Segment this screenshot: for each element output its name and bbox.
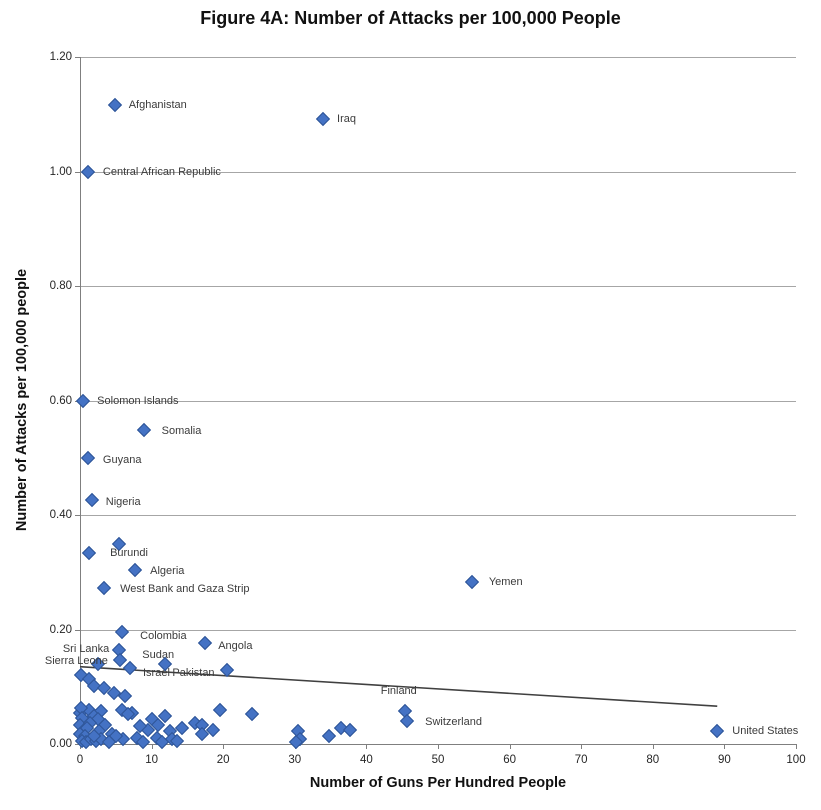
country-label: Burundi (110, 547, 148, 560)
y-tick-mark (75, 57, 80, 58)
data-point-somalia (136, 422, 151, 437)
country-label: United States (732, 725, 799, 738)
country-label: Sudan (142, 649, 175, 662)
country-label: Afghanistan (128, 99, 187, 112)
country-label: Colombia (140, 630, 187, 643)
x-tick-mark (652, 744, 654, 749)
y-tick-label: 0.00 (49, 738, 72, 750)
x-tick-mark (796, 744, 797, 749)
x-tick-mark (366, 744, 368, 749)
country-label: Sri Lanka (62, 642, 110, 655)
y-tick-label: 0.60 (49, 394, 72, 407)
data-point-iraq (316, 111, 331, 126)
data-point-algeria (128, 562, 143, 578)
data-point-solomon-islands (75, 393, 90, 408)
country-label: Switzerland (425, 716, 482, 729)
y-tick-label: 0.80 (49, 280, 72, 292)
gridline (80, 171, 796, 173)
y-tick-mark (75, 171, 80, 173)
data-point (322, 728, 337, 744)
country-label: Algeria (150, 564, 185, 577)
country-label: Yemen (488, 575, 523, 588)
x-axis-title: Number of Guns Per Hundred People (309, 775, 567, 791)
data-point (244, 707, 259, 722)
data-point-israel (123, 660, 138, 675)
country-label: Nigeria (105, 495, 141, 508)
country-label: Somalia (161, 425, 202, 438)
data-point-central-african-republic (80, 164, 95, 179)
x-tick-label: 20 (216, 754, 230, 766)
country-label: Sierra Leone (44, 654, 108, 667)
data-point (213, 702, 228, 717)
gridline (80, 629, 796, 631)
x-tick-label: 30 (288, 754, 302, 766)
data-point (219, 662, 234, 677)
data-point-yemen (464, 574, 479, 590)
gridline (80, 515, 796, 516)
x-tick-mark (509, 744, 511, 749)
data-point (118, 688, 133, 703)
y-tick-label: 0.40 (49, 509, 72, 521)
y-tick-mark (75, 286, 80, 287)
country-label: Solomon Islands (97, 394, 179, 407)
x-tick-label: 60 (503, 754, 516, 766)
data-point-united-states (709, 724, 724, 739)
y-axis-title: Number of Attacks per 100,000 people (14, 268, 30, 532)
chart-title: Figure 4A: Number of Attacks per 100,000… (200, 8, 621, 28)
x-tick-mark (223, 744, 225, 749)
y-tick-mark (75, 515, 80, 516)
country-label: Guyana (102, 454, 142, 467)
data-point-west-bank-and-gaza-strip (96, 580, 111, 595)
x-tick-mark (151, 744, 153, 749)
data-point-afghanistan (108, 97, 123, 112)
country-label: Angola (218, 640, 253, 653)
data-point-burundi (81, 545, 96, 560)
country-label: Central African Republic (102, 165, 221, 178)
x-tick-mark (581, 744, 583, 749)
country-label: Pakistan (172, 667, 215, 679)
x-tick-mark (724, 744, 726, 749)
x-tick-label: 10 (145, 754, 158, 766)
data-point-angola (198, 635, 213, 650)
x-tick-label: 90 (717, 754, 731, 766)
x-tick-label: 70 (574, 754, 588, 766)
x-tick-label: 100 (786, 754, 806, 766)
gridline (80, 57, 796, 58)
data-point-guyana (80, 451, 95, 466)
y-tick-label: 1.20 (49, 51, 72, 63)
y-tick-mark (75, 629, 80, 631)
gridline (80, 286, 796, 287)
data-point-nigeria (85, 492, 100, 507)
x-tick-label: 50 (431, 754, 445, 766)
x-tick-mark (438, 744, 439, 749)
country-label: Finland (380, 685, 417, 698)
y-tick-label: 1.00 (49, 165, 72, 178)
data-point-colombia (114, 625, 129, 640)
country-label: West Bank and Gaza Strip (120, 582, 250, 595)
x-tick-label: 0 (76, 754, 84, 766)
x-tick-label: 40 (359, 754, 373, 766)
x-tick-label: 80 (646, 754, 660, 766)
country-label: Iraq (337, 112, 356, 125)
y-tick-label: 0.20 (49, 623, 72, 636)
gridline (80, 400, 796, 402)
